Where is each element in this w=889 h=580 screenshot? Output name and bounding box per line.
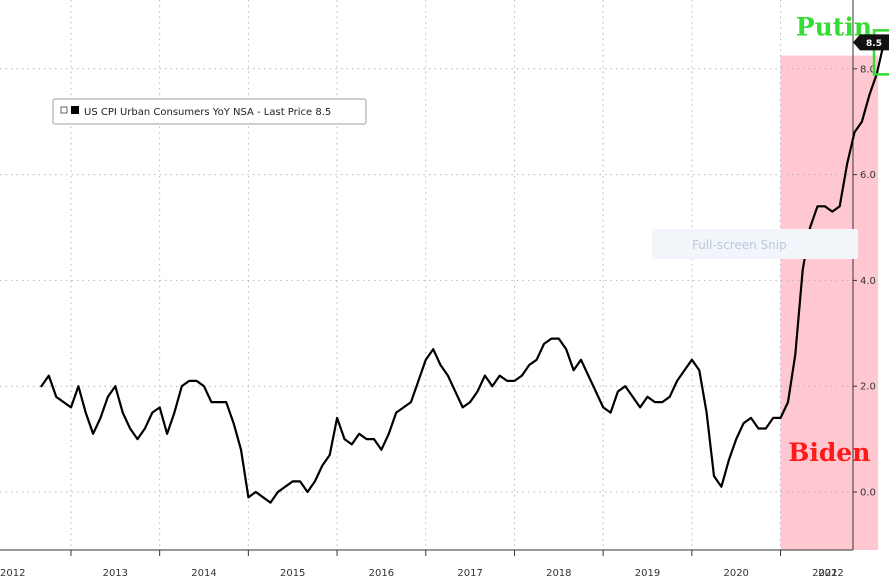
x-tick-label: 2012	[0, 568, 25, 579]
watermark-text: Full-screen Snip	[692, 238, 787, 252]
y-tick-label: 6.0	[860, 170, 876, 181]
last-price-marker	[853, 34, 889, 51]
x-tick-label: 2015	[280, 568, 305, 579]
x-tick-label: 2018	[546, 568, 571, 579]
x-tick-label: 2020	[723, 568, 748, 579]
legend-swatch	[71, 106, 79, 114]
y-tick-label: 2.0	[860, 382, 876, 393]
legend-checkbox-icon	[60, 106, 68, 114]
y-tick-layer: 0.0 2.0 4.0 6.0 8.0	[853, 64, 876, 499]
legend-label: US CPI Urban Consumers YoY NSA - Last Pr…	[84, 107, 331, 118]
grid-layer	[0, 0, 853, 550]
last-price-label: 8.5	[866, 39, 882, 49]
x-tick-label: 2016	[369, 568, 394, 579]
x-tick-label: 2022	[818, 568, 843, 579]
annotation-biden: Biden	[788, 438, 870, 467]
shaded-region-layer	[780, 55, 879, 550]
x-tick-label: 2014	[191, 568, 216, 579]
watermark: Full-screen Snip	[652, 229, 858, 259]
y-tick-label: 4.0	[860, 276, 876, 287]
y-tick-label: 8.0	[860, 64, 876, 75]
x-tick-layer: 2012 2013 2014 2015 2016 2017 2018 2019 2020 2021…	[0, 550, 844, 579]
shaded-region	[780, 55, 879, 550]
watermark-box	[652, 229, 858, 259]
x-tick-label: 2013	[103, 568, 128, 579]
x-tick-label: 2019	[635, 568, 660, 579]
y-tick-label: 0.0	[860, 488, 876, 499]
series-layer	[40, 41, 886, 504]
putin-highlight-box	[872, 29, 889, 76]
legend-box	[52, 98, 367, 125]
x-tick-label: 2021	[812, 568, 837, 579]
x-tick-label: 2017	[457, 568, 482, 579]
series-line	[40, 41, 886, 504]
legend: US CPI Urban Consumers YoY NSA - Last Pr…	[52, 98, 367, 125]
last-price-layer: 8.5	[853, 34, 889, 51]
